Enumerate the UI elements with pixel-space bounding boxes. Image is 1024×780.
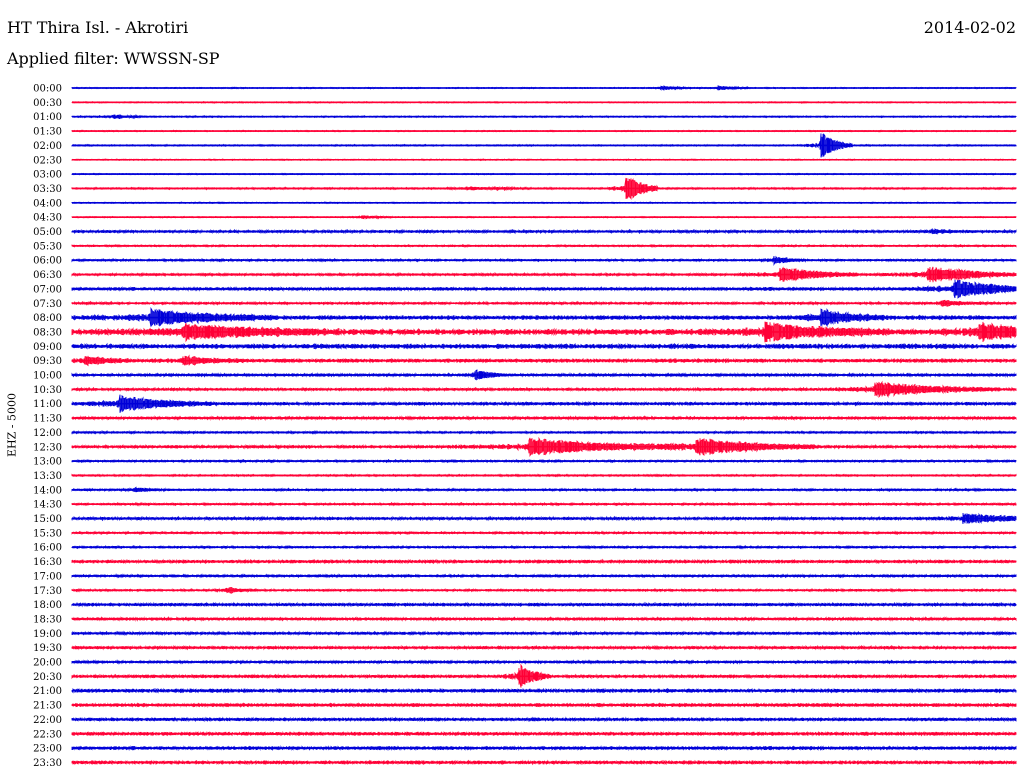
date-label: 2014-02-02 bbox=[923, 18, 1016, 37]
time-label: 22:00 bbox=[33, 715, 62, 726]
time-label: 03:00 bbox=[33, 170, 62, 181]
time-label: 18:30 bbox=[33, 614, 62, 625]
time-label: 10:30 bbox=[33, 385, 62, 396]
time-label: 07:00 bbox=[33, 284, 62, 295]
time-label: 08:00 bbox=[33, 313, 62, 324]
time-label: 05:30 bbox=[33, 241, 62, 252]
time-label: 22:30 bbox=[33, 729, 62, 740]
time-label: 13:00 bbox=[33, 457, 62, 468]
time-label: 20:30 bbox=[33, 672, 62, 683]
time-label: 18:00 bbox=[33, 600, 62, 611]
time-label: 17:30 bbox=[33, 586, 62, 597]
time-label: 19:30 bbox=[33, 643, 62, 654]
time-label: 00:30 bbox=[33, 98, 62, 109]
time-label: 04:00 bbox=[33, 198, 62, 209]
time-label: 11:00 bbox=[33, 399, 62, 410]
station-title: HT Thira Isl. - Akrotiri bbox=[7, 18, 189, 37]
time-label: 21:00 bbox=[33, 686, 62, 697]
time-label: 20:00 bbox=[33, 658, 62, 669]
time-label: 19:00 bbox=[33, 629, 62, 640]
time-label: 07:30 bbox=[33, 299, 62, 310]
time-label: 09:30 bbox=[33, 356, 62, 367]
time-label: 23:00 bbox=[33, 744, 62, 755]
time-label: 17:00 bbox=[33, 571, 62, 582]
time-label: 02:00 bbox=[33, 141, 62, 152]
time-label: 01:00 bbox=[33, 112, 62, 123]
time-label: 11:30 bbox=[33, 414, 62, 425]
time-label: 09:00 bbox=[33, 342, 62, 353]
time-label: 12:30 bbox=[33, 442, 62, 453]
time-label: 08:30 bbox=[33, 327, 62, 338]
time-label: 16:00 bbox=[33, 543, 62, 554]
time-label: 16:30 bbox=[33, 557, 62, 568]
time-label: 01:30 bbox=[33, 127, 62, 138]
time-label: 13:30 bbox=[33, 471, 62, 482]
time-label: 02:30 bbox=[33, 155, 62, 166]
time-label: 14:00 bbox=[33, 485, 62, 496]
time-label: 14:30 bbox=[33, 500, 62, 511]
time-label: 06:30 bbox=[33, 270, 62, 281]
time-label: 04:30 bbox=[33, 213, 62, 224]
time-label: 23:30 bbox=[33, 758, 62, 769]
time-label: 15:00 bbox=[33, 514, 62, 525]
filter-label: Applied filter: WWSSN-SP bbox=[7, 49, 220, 68]
time-label: 05:00 bbox=[33, 227, 62, 238]
time-label: 12:00 bbox=[33, 428, 62, 439]
time-label: 10:00 bbox=[33, 371, 62, 382]
time-label: 21:30 bbox=[33, 701, 62, 712]
time-label: 15:30 bbox=[33, 528, 62, 539]
time-label: 03:30 bbox=[33, 184, 62, 195]
time-label: 00:00 bbox=[33, 84, 62, 95]
time-label: 06:00 bbox=[33, 256, 62, 267]
